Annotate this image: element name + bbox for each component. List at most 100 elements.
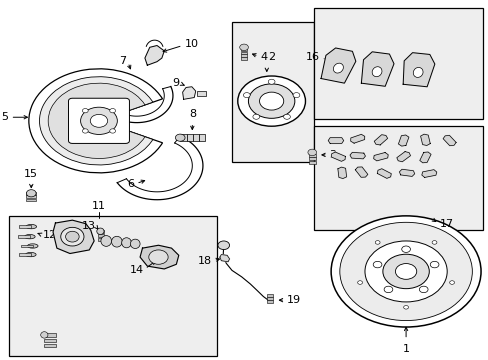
Bar	[20, 244, 33, 247]
Bar	[186, 134, 192, 141]
FancyBboxPatch shape	[68, 98, 129, 143]
Circle shape	[401, 246, 409, 252]
Circle shape	[357, 281, 362, 284]
Circle shape	[339, 222, 471, 320]
Circle shape	[307, 149, 316, 156]
Ellipse shape	[412, 67, 422, 77]
Bar	[44, 333, 56, 337]
Bar	[44, 343, 56, 347]
Bar	[19, 225, 31, 228]
Circle shape	[259, 92, 283, 110]
Circle shape	[243, 93, 250, 98]
Ellipse shape	[371, 67, 381, 77]
Bar	[18, 235, 30, 238]
Polygon shape	[140, 245, 179, 269]
Bar	[97, 234, 103, 237]
Circle shape	[403, 306, 407, 309]
Ellipse shape	[26, 225, 37, 229]
Text: 10: 10	[184, 40, 198, 49]
Bar	[180, 134, 186, 141]
Ellipse shape	[130, 239, 140, 248]
Circle shape	[252, 114, 259, 119]
Polygon shape	[327, 138, 343, 143]
Circle shape	[374, 240, 379, 244]
Polygon shape	[321, 48, 355, 83]
Bar	[309, 157, 315, 160]
Ellipse shape	[61, 227, 84, 246]
Circle shape	[431, 240, 436, 244]
Bar	[197, 91, 205, 96]
Bar	[199, 134, 205, 141]
Bar	[44, 338, 56, 342]
Ellipse shape	[333, 63, 343, 73]
Text: 13: 13	[81, 221, 95, 231]
Ellipse shape	[122, 238, 131, 248]
Bar	[267, 297, 272, 300]
Ellipse shape	[41, 332, 48, 338]
Bar	[192, 134, 199, 141]
Polygon shape	[419, 152, 430, 163]
Text: 8: 8	[188, 109, 196, 119]
Circle shape	[268, 79, 274, 84]
Polygon shape	[377, 169, 390, 178]
Bar	[241, 49, 247, 51]
Polygon shape	[337, 167, 346, 179]
Text: 4: 4	[260, 52, 266, 62]
Circle shape	[383, 286, 392, 293]
Polygon shape	[442, 135, 455, 146]
Text: 19: 19	[286, 295, 300, 305]
Circle shape	[81, 107, 117, 134]
Ellipse shape	[24, 234, 35, 239]
Bar	[241, 57, 247, 60]
Polygon shape	[398, 135, 408, 146]
Circle shape	[419, 286, 427, 293]
Text: 2: 2	[267, 52, 275, 62]
Polygon shape	[402, 53, 434, 87]
Text: 5: 5	[1, 112, 8, 122]
Polygon shape	[53, 220, 94, 253]
Bar	[241, 54, 247, 57]
Circle shape	[239, 44, 248, 50]
Circle shape	[109, 108, 115, 113]
Bar	[19, 253, 31, 256]
Circle shape	[382, 254, 428, 289]
Text: 12: 12	[42, 230, 57, 240]
Polygon shape	[361, 52, 393, 86]
Polygon shape	[396, 152, 409, 162]
Bar	[26, 199, 36, 201]
Text: 18: 18	[197, 256, 211, 266]
Bar	[314, 8, 483, 119]
Bar	[267, 301, 272, 303]
Circle shape	[148, 250, 168, 264]
Circle shape	[26, 190, 36, 197]
Text: 1: 1	[402, 344, 409, 354]
Circle shape	[449, 281, 453, 284]
Text: 11: 11	[92, 201, 106, 211]
Polygon shape	[144, 45, 164, 65]
Polygon shape	[421, 170, 436, 177]
Polygon shape	[220, 255, 229, 262]
Circle shape	[248, 84, 294, 118]
Bar	[309, 161, 315, 164]
Circle shape	[372, 261, 381, 268]
Circle shape	[395, 264, 416, 279]
Circle shape	[283, 114, 290, 119]
Circle shape	[429, 261, 438, 268]
Bar	[231, 22, 314, 162]
Bar	[241, 51, 247, 54]
Ellipse shape	[111, 236, 122, 247]
Polygon shape	[373, 135, 387, 145]
Circle shape	[109, 129, 115, 133]
Circle shape	[175, 134, 184, 141]
Text: 17: 17	[439, 220, 453, 229]
Polygon shape	[373, 153, 387, 161]
Bar	[97, 230, 103, 233]
Text: 7: 7	[119, 56, 126, 66]
Ellipse shape	[97, 228, 104, 234]
Text: 3: 3	[328, 150, 335, 160]
Bar	[314, 126, 483, 230]
Polygon shape	[420, 134, 429, 145]
Polygon shape	[355, 167, 367, 177]
Polygon shape	[399, 169, 414, 176]
Polygon shape	[350, 134, 364, 143]
